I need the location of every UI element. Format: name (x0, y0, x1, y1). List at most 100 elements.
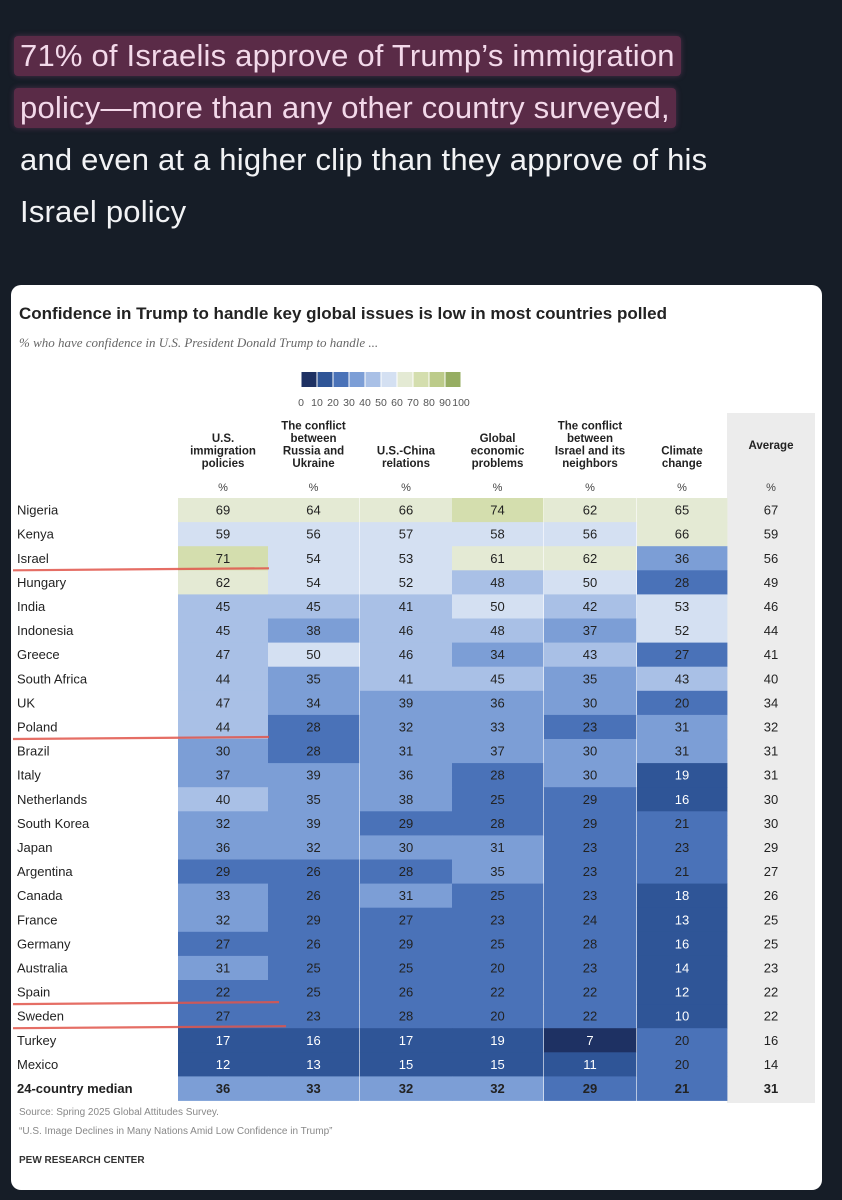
heatmap-cell (544, 618, 637, 643)
average-value: 30 (764, 792, 778, 807)
average-value: 31 (764, 768, 778, 783)
cell-value: 32 (399, 1081, 413, 1096)
red-underline-mark (12, 1001, 280, 1006)
heatmap-cell (268, 955, 360, 981)
heatmap-cell (452, 522, 544, 547)
cell-value: 50 (583, 575, 597, 590)
average-value: 30 (764, 816, 778, 831)
heatmap-cell (544, 666, 637, 692)
heatmap-cell (178, 1028, 269, 1053)
cell-value: 16 (675, 936, 689, 951)
heatmap-cell (452, 883, 544, 909)
row-label: Indonesia (17, 623, 74, 638)
average-header: Average (749, 440, 794, 452)
row-label: Netherlands (17, 792, 88, 807)
cell-value: 56 (306, 527, 320, 542)
row-label: South Korea (17, 816, 90, 831)
cell-value: 23 (583, 719, 597, 734)
heatmap-cell (360, 931, 453, 957)
heatmap-cell (178, 763, 269, 788)
cell-value: 48 (490, 575, 504, 590)
post-line-2: policy—more than any other country surve… (14, 88, 676, 128)
chart-image-card[interactable]: Confidence in Trump to handle key global… (11, 285, 822, 1190)
cell-value: 31 (490, 840, 504, 855)
heatmap-cell (360, 763, 453, 788)
cell-value: 20 (490, 1009, 504, 1024)
heatmap-cell (452, 642, 544, 668)
column-header-line: Global (480, 433, 516, 445)
heatmap-cell (544, 811, 637, 836)
heatmap-cell (268, 498, 360, 523)
cell-value: 35 (583, 671, 597, 686)
cell-value: 35 (306, 671, 320, 686)
column-header-line: relations (382, 458, 430, 470)
heatmap-cell (268, 1076, 360, 1101)
heatmap-cell (637, 811, 728, 836)
heatmap-cell (268, 642, 360, 668)
heatmap-cell (637, 1004, 728, 1029)
unit-label: % (677, 482, 687, 494)
heatmap-cell (268, 980, 360, 1005)
legend-tick: 70 (407, 397, 419, 409)
cell-value: 23 (583, 864, 597, 879)
legend-tick: 90 (439, 397, 451, 409)
cell-value: 23 (583, 888, 597, 903)
cell-value: 13 (675, 912, 689, 927)
heatmap-cell (268, 522, 360, 547)
cell-value: 29 (216, 864, 230, 879)
heatmap-cell (360, 980, 453, 1005)
heatmap-cell (360, 642, 453, 668)
cell-value: 38 (399, 792, 413, 807)
heatmap-cell (637, 931, 728, 957)
heatmap-cell (452, 931, 544, 957)
cell-value: 12 (675, 985, 689, 1000)
cell-value: 30 (583, 768, 597, 783)
heatmap-cell (452, 835, 544, 860)
cell-value: 27 (216, 1009, 230, 1024)
cell-value: 33 (306, 1081, 320, 1096)
heatmap-cell (544, 859, 637, 884)
cell-value: 32 (490, 1081, 504, 1096)
heatmap-cell (178, 522, 269, 547)
heatmap-cell (637, 714, 728, 740)
heatmap-cell (360, 739, 453, 764)
heatmap-cell (178, 883, 269, 909)
heatmap-cell (268, 1028, 360, 1053)
cell-value: 37 (490, 744, 504, 759)
cell-value: 38 (306, 623, 320, 638)
column-header-line: The conflict (558, 421, 623, 433)
average-value: 29 (764, 840, 778, 855)
cell-value: 28 (583, 936, 597, 951)
cell-value: 32 (216, 912, 230, 927)
row-label: Germany (17, 936, 71, 951)
average-value: 27 (764, 864, 778, 879)
average-value: 67 (764, 503, 778, 518)
average-value: 31 (764, 1081, 778, 1096)
heatmap-cell (544, 546, 637, 571)
heatmap-cell (360, 498, 453, 523)
cell-value: 24 (583, 912, 597, 927)
heatmap-cell (544, 883, 637, 909)
heatmap-cell (360, 1028, 453, 1053)
cell-value: 66 (399, 503, 413, 518)
cell-value: 43 (583, 647, 597, 662)
row-label: Kenya (17, 527, 55, 542)
heatmap-cell (637, 1076, 728, 1101)
row-label: Japan (17, 840, 52, 855)
heatmap-cell (452, 690, 544, 716)
heatmap-cell (452, 498, 544, 523)
heatmap-cell (637, 498, 728, 523)
cell-value: 25 (399, 960, 413, 975)
legend-tick: 60 (391, 397, 403, 409)
cell-value: 27 (675, 647, 689, 662)
cell-value: 35 (306, 792, 320, 807)
heatmap-cell (178, 1052, 269, 1077)
legend-tick: 40 (359, 397, 371, 409)
cell-value: 32 (216, 816, 230, 831)
heatmap-cell (637, 522, 728, 547)
heatmap-cell (637, 570, 728, 595)
column-header-line: immigration (190, 446, 256, 458)
cell-value: 28 (675, 575, 689, 590)
heatmap-cell (637, 594, 728, 619)
legend-swatch (317, 372, 333, 387)
